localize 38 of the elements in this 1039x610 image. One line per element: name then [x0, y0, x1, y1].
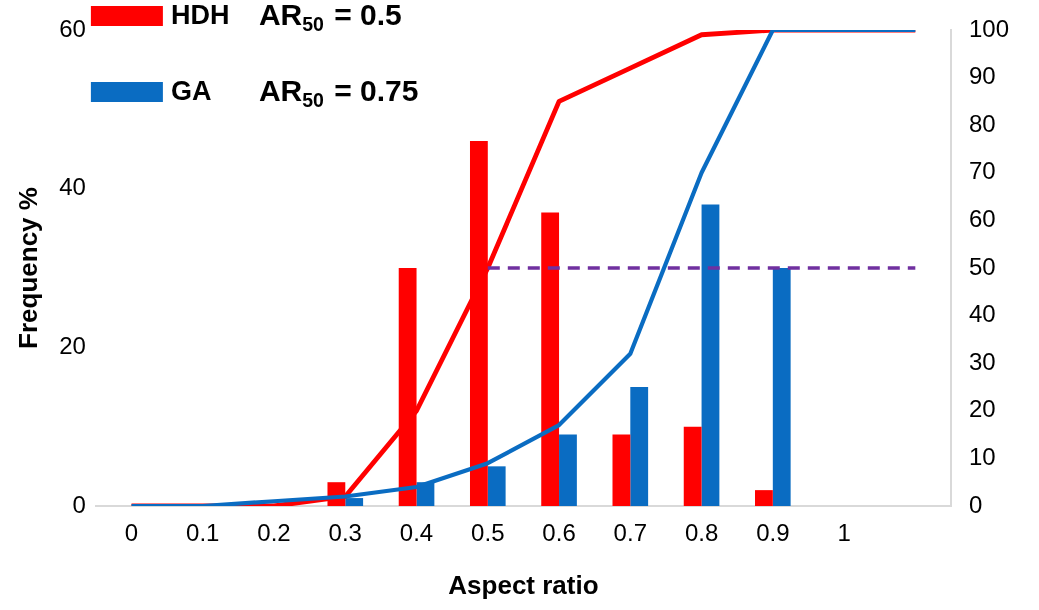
x-tick-label: 0.8: [684, 519, 719, 547]
x-axis-title: Aspect ratio: [448, 569, 599, 600]
x-tick-label: 0.6: [542, 519, 576, 547]
y2-tick-label: 40: [968, 300, 996, 328]
y2-tick-label: 80: [968, 109, 996, 137]
bar: [630, 387, 649, 506]
bar: [683, 426, 702, 506]
y2-tick-label: 0: [968, 490, 983, 518]
y-tick-label: 40: [59, 173, 86, 201]
bar: [612, 434, 631, 506]
y2-tick-label: 70: [968, 157, 996, 185]
y2-tick-label: 10: [968, 443, 996, 471]
bar: [559, 434, 577, 506]
x-tick-label: 1: [837, 519, 851, 547]
y-tick-label: 60: [59, 14, 86, 42]
y-tick-label: 20: [59, 331, 86, 359]
x-tick-label: 0.7: [613, 519, 647, 547]
bar: [755, 490, 773, 506]
y2-tick-label: 30: [968, 347, 996, 375]
x-tick-label: 0.4: [399, 519, 434, 547]
bar: [701, 204, 720, 506]
y2-tick-label: 60: [968, 205, 996, 233]
y2-tick-label: 20: [968, 395, 996, 423]
x-tick-label: 0: [124, 519, 139, 547]
legend-label: GA: [170, 76, 212, 107]
bar: [541, 212, 560, 506]
y2-tick-label: 100: [968, 14, 1009, 42]
bar: [772, 268, 791, 506]
y2-tick-label: 50: [968, 252, 996, 280]
x-tick-label: 0.5: [471, 519, 505, 547]
legend-label: HDH: [170, 0, 230, 31]
y-tick-label: 0: [72, 490, 86, 518]
x-tick-label: 0.9: [756, 519, 790, 547]
y-axis-title: Frequency %: [12, 187, 43, 349]
x-tick-label: 0.1: [186, 519, 220, 547]
y2-tick-label: 90: [968, 62, 996, 90]
x-tick-label: 0.2: [257, 519, 291, 547]
x-tick-label: 0.3: [328, 519, 362, 547]
